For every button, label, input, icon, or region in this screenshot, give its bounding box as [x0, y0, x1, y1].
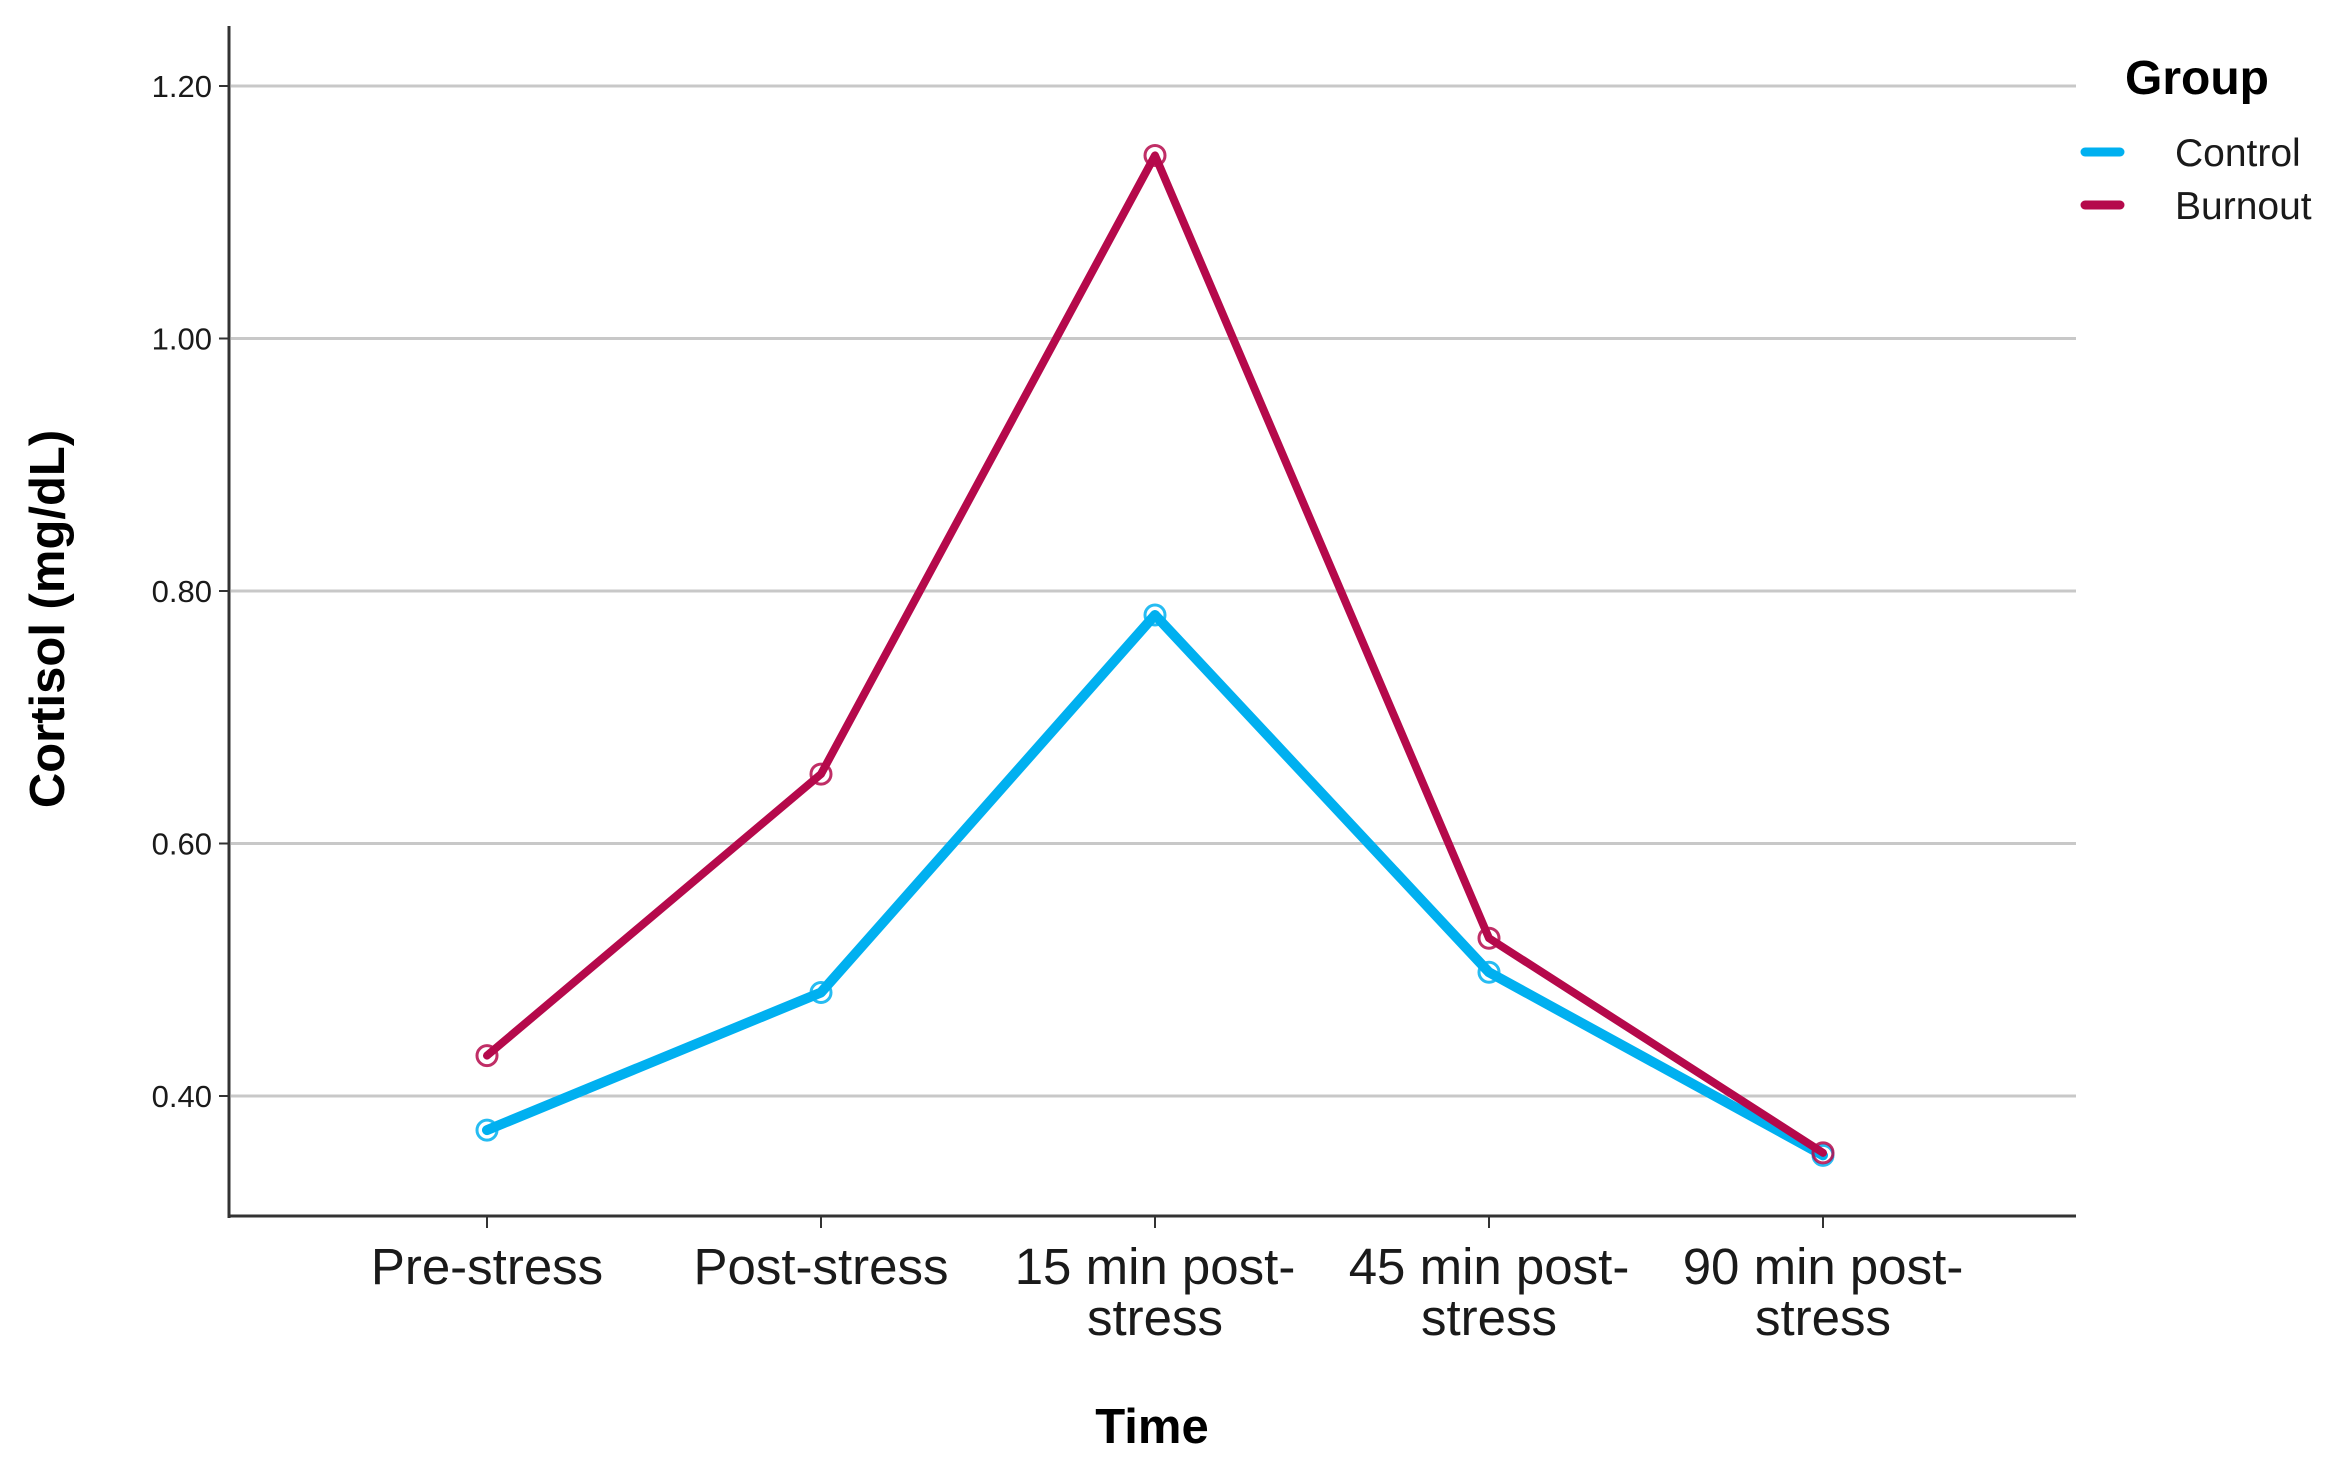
data-point-burnout: [809, 762, 833, 786]
legend: Group Control Burnout: [2080, 52, 2312, 228]
y-tick-label: 0.40: [152, 1079, 212, 1114]
x-tick-label-line: Post-stress: [693, 1238, 948, 1295]
x-tick-label: Pre-stress: [371, 1238, 603, 1295]
x-tick-label-line: 90 min post-: [1683, 1238, 1964, 1295]
x-tick-labels: Pre-stress Post-stress 15 min post-stress4…: [371, 1216, 1964, 1346]
x-tick-label-line: Pre-stress: [371, 1238, 603, 1295]
y-axis-title: Cortisol (mg/dL): [21, 430, 75, 808]
x-tick-label: 15 min post-stress: [1015, 1238, 1296, 1346]
data-point-control: [1477, 960, 1501, 984]
y-tick-label: 0.80: [152, 574, 212, 609]
x-tick-label: 90 min post-stress: [1683, 1238, 1964, 1346]
x-tick-label: 45 min post-stress: [1349, 1238, 1630, 1346]
data-point-control: [1143, 603, 1167, 627]
data-point-burnout: [475, 1044, 499, 1068]
legend-title: Group: [2125, 52, 2269, 105]
data-point-burnout: [1811, 1141, 1835, 1165]
legend-label-burnout: Burnout: [2175, 185, 2312, 228]
y-tick-label: 1.00: [152, 322, 212, 357]
x-tick-label-line: 15 min post-: [1015, 1238, 1296, 1295]
series-line-control: [482, 609, 1828, 1161]
x-tick-label-line: 45 min post-: [1349, 1238, 1630, 1295]
x-tick-label-line: stress: [1755, 1289, 1891, 1346]
data-point-burnout: [1477, 926, 1501, 950]
x-tick-label: Post-stress: [693, 1238, 948, 1295]
data-point-control: [809, 980, 833, 1004]
data-point-control: [475, 1118, 499, 1142]
series-line-burnout: [483, 151, 1827, 1157]
series: [475, 143, 1835, 1167]
legend-items: Control Burnout: [2080, 132, 2312, 228]
x-tick-label-line: stress: [1421, 1289, 1557, 1346]
data-point-burnout: [1143, 143, 1167, 167]
y-tick-label: 0.60: [152, 827, 212, 862]
y-tick-labels: 0.40 0.60 0.80 1.00 1.20: [152, 69, 229, 1114]
x-axis-title: Time: [1095, 1400, 1208, 1454]
series-burnout: [475, 143, 1835, 1165]
legend-label-control: Control: [2175, 132, 2301, 175]
y-tick-label: 1.20: [152, 69, 212, 104]
axes: [227, 26, 2076, 1218]
series-control: [475, 603, 1835, 1167]
x-tick-label-line: stress: [1087, 1289, 1223, 1346]
gridlines: [231, 84, 2076, 1098]
